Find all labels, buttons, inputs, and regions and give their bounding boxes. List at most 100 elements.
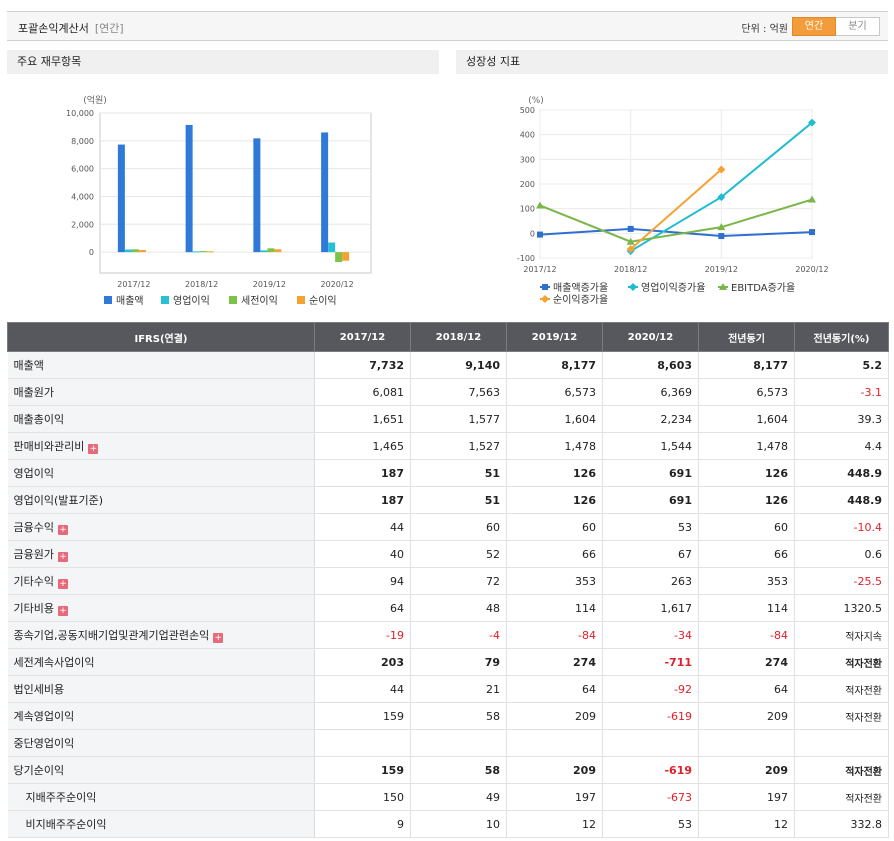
line-series-2 [539, 198, 813, 243]
bar-3-3 [342, 252, 350, 261]
right-panel-title: 성장성 지표 [456, 50, 888, 74]
row-label: 법인세비용 [7, 675, 315, 703]
table-row: 매출총이익 1,651 1,577 1,604 2,234 1,604 39.3 [7, 405, 889, 433]
bar-2-1 [199, 251, 207, 253]
table-cell: 203 [314, 648, 411, 676]
expand-plus-icon[interactable]: + [57, 606, 68, 616]
table-cell: 49 [410, 783, 507, 811]
table-cell: 9 [314, 810, 411, 838]
line-x-tick-label: 2019/12 [705, 265, 738, 274]
bar-0-1 [185, 124, 193, 253]
table-cell: -711 [602, 648, 699, 676]
bar-legend-swatch [161, 296, 169, 304]
bar-2-3 [335, 252, 343, 263]
line-series-3 [630, 168, 722, 250]
row-label-text: 세전계속사업이익 [13, 656, 95, 669]
line-legend-marker [542, 284, 548, 290]
table-cell [506, 729, 603, 757]
row-label-text: 지배주주순이익 [25, 791, 97, 804]
row-label: 지배주주순이익 [7, 783, 315, 811]
table-cell: 9,140 [410, 351, 507, 379]
row-label-text: 법인세비용 [13, 683, 65, 696]
table-row: 매출원가 6,081 7,563 6,573 6,369 6,573 -3.1 [7, 378, 889, 406]
quarter-toggle-button[interactable]: 분기 [836, 17, 880, 36]
table-cell: 1320.5 [794, 594, 889, 622]
line-x-tick-label: 2020/12 [795, 265, 828, 274]
line-point-3-2 [717, 165, 726, 174]
table-row: 계속영업이익 159 58 209 -619 209 적자전환 [7, 702, 889, 730]
table-cell: -4 [410, 621, 507, 649]
table-cell: 48 [410, 594, 507, 622]
line-point-0-1 [627, 225, 634, 232]
bar-legend-swatch [229, 296, 237, 304]
row-label: 금융원가 + [7, 540, 315, 568]
expand-plus-icon[interactable]: + [57, 552, 68, 562]
table-header-row: IFRS(연결) 2017/12 2018/12 2019/12 2020/12 전년동기… [7, 322, 889, 352]
table-cell: 10 [410, 810, 507, 838]
table-cell: 187 [314, 459, 411, 487]
row-label: 영업이익(발표기준) [7, 486, 315, 514]
table-cell: 114 [506, 594, 603, 622]
table-cell: -10.4 [794, 513, 889, 541]
table-cell: 67 [602, 540, 699, 568]
table-cell: 209 [506, 756, 603, 784]
column-header: 전년동기 [698, 322, 795, 352]
table-cell: 51 [410, 486, 507, 514]
expand-plus-icon[interactable]: + [57, 525, 68, 535]
bar-y-axis-label: (억원) [83, 94, 107, 106]
line-y-tick-label: 300 [520, 155, 535, 164]
expand-plus-icon[interactable]: + [213, 633, 224, 643]
bar-legend-label: 순이익 [309, 295, 337, 307]
bar-y-tick-label: 8,000 [71, 137, 94, 146]
table-cell: 0.6 [794, 540, 889, 568]
financial-items-bar-chart: (억원) 0 2,000 4,000 6,000 8,000 10,000 2017/12 20… [66, 94, 372, 307]
table-cell: 5.2 [794, 351, 889, 379]
table-cell: 209 [698, 702, 795, 730]
table-cell: 64 [698, 675, 795, 703]
growth-indicator-line-chart: (%) -100 0 100 200 300 400 500 2017/12 2018/12 201… [517, 96, 829, 306]
line-legend-marker [629, 283, 637, 291]
expand-plus-icon[interactable]: + [88, 444, 99, 454]
line-point-2-3 [808, 195, 816, 203]
table-cell: 60 [698, 513, 795, 541]
line-legend-marker [719, 283, 727, 290]
row-label-text: 계속영업이익 [13, 710, 75, 723]
table-cell: 53 [602, 513, 699, 541]
line-y-tick-label: 200 [520, 180, 535, 189]
table-cell: -25.5 [794, 567, 889, 595]
table-cell: 6,573 [506, 378, 603, 406]
table-cell: 적자전환 [794, 756, 889, 784]
row-label: 영업이익 [7, 459, 315, 487]
table-cell: -673 [602, 783, 699, 811]
table-cell: -19 [314, 621, 411, 649]
table-cell: 58 [410, 702, 507, 730]
annual-toggle-button[interactable]: 연간 [792, 17, 836, 36]
table-cell: 7,732 [314, 351, 411, 379]
table-cell: 332.8 [794, 810, 889, 838]
expand-plus-icon[interactable]: + [57, 579, 68, 589]
row-label: 비지배주주순이익 [7, 810, 315, 838]
table-cell: 12 [698, 810, 795, 838]
table-cell: 159 [314, 756, 411, 784]
table-cell: 126 [506, 486, 603, 514]
table-row: 종속기업,공동지배기업및관계기업관련손익 + -19 -4 -84 -34 -84 적자지속 [7, 621, 889, 649]
table-cell: 51 [410, 459, 507, 487]
bar-legend-label: 매출액 [116, 295, 144, 307]
table-cell: 66 [506, 540, 603, 568]
table-row: 판매비와관리비 +1,465 1,527 1,478 1,544 1,478 4.4 [7, 432, 889, 460]
line-point-0-0 [537, 231, 543, 238]
table-cell [602, 729, 699, 757]
table-cell: 53 [602, 810, 699, 838]
table-cell: 448.9 [794, 459, 889, 487]
bar-1-1 [192, 251, 200, 253]
row-label-text: 비지배주주순이익 [25, 818, 107, 831]
table-cell: 187 [314, 486, 411, 514]
row-label: 금융수익 + [7, 513, 315, 541]
line-y-tick-label: -100 [517, 254, 535, 263]
table-cell: 691 [602, 486, 699, 514]
table-row: 당기순이익 159 58 209 -619 209 적자전환 [7, 756, 889, 784]
table-cell: 197 [506, 783, 603, 811]
table-cell: 6,573 [698, 378, 795, 406]
table-cell [410, 729, 507, 757]
row-label-text: 매출액 [13, 359, 44, 372]
